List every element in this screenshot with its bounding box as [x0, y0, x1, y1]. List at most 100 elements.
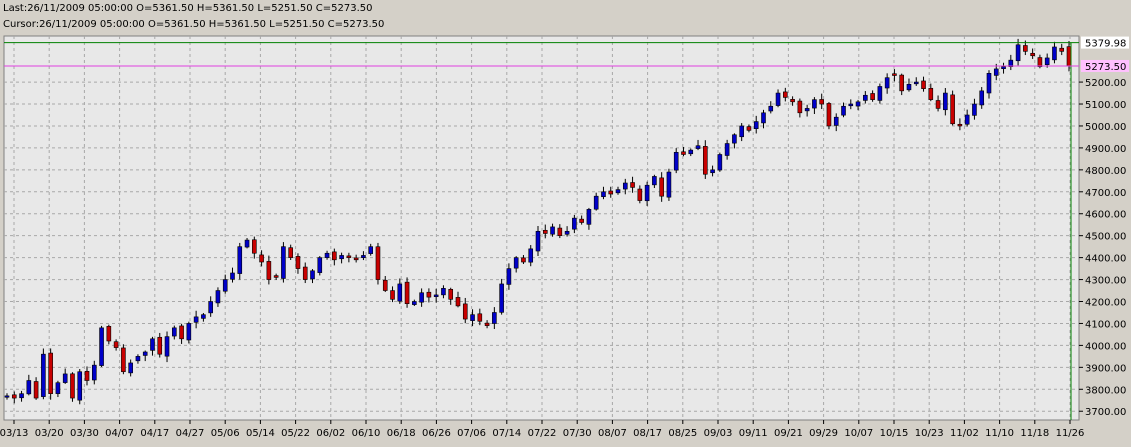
x-tick-label: 11/10: [985, 428, 1014, 439]
price-lines: 5379.98 5273.50: [4, 36, 1129, 420]
candle-body: [317, 257, 323, 273]
candle-body: [259, 254, 264, 263]
x-tick-label: 05/06: [211, 428, 240, 439]
x-tick-label: 08/17: [633, 428, 662, 439]
price-label: 5273.50: [1085, 62, 1126, 73]
x-tick-label: 06/18: [387, 428, 416, 439]
candle-body: [826, 103, 832, 127]
candle-body: [877, 86, 883, 101]
candle-body: [346, 255, 352, 258]
x-tick-label: 03/20: [35, 428, 64, 439]
candle-body: [695, 145, 701, 149]
x-tick-label: 06/02: [316, 428, 345, 439]
candle-body: [753, 121, 759, 129]
candle-body: [142, 351, 148, 356]
candle-body: [99, 327, 104, 366]
candle-body: [48, 352, 53, 394]
candle-body: [26, 380, 32, 395]
y-tick-label: 3800.00: [1085, 385, 1126, 396]
candle-body: [550, 226, 555, 235]
candle-body: [375, 246, 381, 280]
candle-body: [1030, 52, 1035, 57]
candle-body: [564, 230, 570, 235]
candle-body: [193, 316, 199, 323]
x-tick-label: 11/26: [1056, 428, 1085, 439]
x-tick-label: 07/22: [528, 428, 557, 439]
candle-body: [644, 184, 650, 202]
candlestick-chart[interactable]: 5379.98 5273.50 3700.00 3800.00 3900.00 4000…: [0, 34, 1131, 447]
candle-body: [964, 114, 970, 125]
candle-body: [33, 381, 39, 399]
candle-body: [252, 239, 257, 254]
candle-body: [492, 312, 497, 324]
candle-body: [783, 91, 788, 98]
candle-body: [761, 112, 766, 124]
candle-body: [848, 103, 854, 107]
x-tick-label: 06/10: [352, 428, 381, 439]
candle-body: [397, 283, 403, 302]
axes: 3700.00 3800.00 3900.00 4000.00 4100.00 4200.…: [0, 78, 1126, 439]
candle-body: [608, 190, 614, 195]
candle-body: [186, 323, 192, 341]
candle-body: [884, 77, 890, 89]
candle-body: [157, 336, 163, 355]
candle-body: [84, 371, 90, 381]
x-tick-label: 04/27: [176, 428, 205, 439]
x-tick-label: 10/15: [880, 428, 909, 439]
x-tick-label: 04/17: [140, 428, 169, 439]
candle-body: [441, 288, 446, 296]
y-tick-label: 4400.00: [1085, 254, 1126, 265]
candle-body: [557, 227, 563, 236]
candle-body: [579, 218, 584, 223]
candle-body: [535, 230, 541, 252]
candle-body: [55, 382, 61, 394]
high-label-box: [1081, 36, 1129, 49]
candle-body: [542, 229, 548, 234]
candle-body: [615, 189, 621, 194]
candle-body: [681, 151, 686, 155]
candle-body: [688, 149, 694, 155]
candle-body: [972, 103, 977, 116]
candle-body: [572, 217, 577, 230]
candle-body: [41, 353, 46, 397]
candle-body: [921, 80, 926, 89]
candle-body: [855, 101, 861, 107]
candle-body: [637, 188, 643, 201]
y-tick-label: 4200.00: [1085, 298, 1126, 309]
candle-body: [1015, 44, 1021, 62]
candle-body: [281, 246, 286, 279]
candle-body: [521, 257, 526, 263]
candle-body: [935, 100, 941, 109]
candle-body: [710, 169, 715, 174]
candle-body: [390, 290, 395, 300]
candle-body: [77, 371, 83, 401]
y-tick-label: 4500.00: [1085, 232, 1126, 243]
candle-body: [1008, 59, 1014, 67]
candle-body: [1001, 66, 1006, 70]
candle-body: [833, 116, 839, 126]
y-tick-label: 4000.00: [1085, 341, 1126, 352]
y-tick-label: 5200.00: [1085, 78, 1126, 89]
candle-body: [412, 301, 417, 305]
candle-body: [913, 81, 919, 85]
x-tick-label: 09/29: [809, 428, 838, 439]
x-tick-label: 07/06: [457, 428, 486, 439]
candle-body: [732, 134, 737, 144]
last-bar-info: Last:26/11/2009 05:00:00 O=5361.50 H=536…: [3, 3, 373, 14]
candle-body: [295, 256, 301, 269]
candle-body: [928, 87, 934, 100]
candle-body: [113, 341, 119, 348]
y-tick-label: 5000.00: [1085, 122, 1126, 133]
candle-body: [273, 275, 279, 278]
high-label: 5379.98: [1085, 39, 1126, 50]
y-tick-label: 3700.00: [1085, 407, 1126, 418]
y-tick-label: 3900.00: [1085, 363, 1126, 374]
candle-body: [717, 154, 723, 171]
candle-body: [266, 261, 272, 280]
cursor-info: Cursor:26/11/2009 05:00:00 O=5361.50 H=5…: [3, 19, 385, 30]
candle-body: [768, 105, 774, 112]
candle-body: [993, 68, 999, 76]
x-tick-label: 11/18: [1020, 428, 1049, 439]
y-tick-label: 4100.00: [1085, 319, 1126, 330]
candle-body: [892, 73, 897, 76]
